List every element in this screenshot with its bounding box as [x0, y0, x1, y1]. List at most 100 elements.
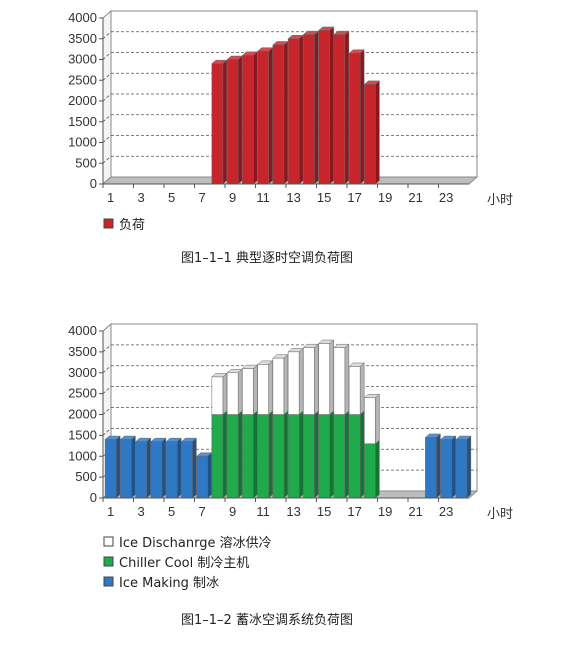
x-tick-label: 23	[439, 504, 453, 519]
bar	[226, 372, 239, 415]
bar-side	[329, 339, 334, 416]
gridline-side	[102, 428, 112, 436]
y-tick-label: 0	[90, 176, 97, 191]
bar-side	[314, 410, 319, 499]
bar	[364, 443, 376, 499]
bar	[364, 84, 376, 185]
bar	[120, 439, 132, 499]
bar-side	[131, 435, 136, 499]
bar-side	[115, 435, 121, 499]
bars	[104, 339, 472, 499]
y-tick-label: 3500	[68, 344, 97, 359]
y-tick-label: 3500	[68, 31, 97, 46]
y-tick-label: 2000	[68, 93, 97, 108]
bar	[348, 414, 361, 499]
bar-side	[222, 59, 228, 185]
bar	[287, 351, 300, 415]
bar-side	[375, 393, 380, 445]
y-tick-label: 4000	[68, 10, 97, 25]
bar	[226, 59, 239, 185]
y-tick-label: 1500	[68, 114, 97, 129]
bars	[211, 26, 381, 185]
bar-side	[344, 343, 350, 416]
x-tick-label: 17	[347, 190, 361, 205]
bar	[242, 55, 254, 185]
bar-side	[222, 372, 228, 416]
bar-side	[314, 343, 319, 416]
x-tick-label: 17	[347, 504, 361, 519]
bar-side	[268, 47, 273, 185]
x-tick-label: 11	[256, 190, 270, 205]
x-axis-label: 小时	[487, 506, 513, 521]
bar-side	[298, 34, 304, 185]
bar	[272, 357, 285, 415]
gridline-side	[102, 135, 112, 143]
gridline-side	[102, 407, 112, 415]
x-tick-label: 9	[229, 504, 236, 519]
bar-side	[329, 410, 334, 499]
legend-label: 负荷	[119, 218, 145, 233]
bar	[196, 456, 208, 499]
bar	[303, 414, 315, 499]
bar	[348, 53, 361, 185]
bar-side	[375, 439, 380, 499]
x-tick-label: 1	[107, 190, 114, 205]
x-tick-label: 1	[107, 504, 114, 519]
legend: Ice Dischanrge 溶冰供冷 Chiller Cool 制冷主机 Ice …	[103, 536, 272, 591]
bar	[318, 414, 330, 499]
bar-side	[283, 410, 289, 499]
bar-side	[222, 410, 228, 499]
bar	[318, 343, 330, 415]
y-tick-label: 1000	[68, 135, 97, 150]
gridline-side	[102, 72, 112, 81]
bar	[364, 397, 376, 444]
legend-label: Ice Making 制冰	[119, 576, 219, 591]
bar	[257, 364, 269, 415]
bar-side	[451, 435, 456, 499]
x-tick-label: 5	[168, 504, 175, 519]
bar-side	[329, 26, 334, 185]
bar	[104, 439, 117, 499]
bar	[287, 38, 300, 185]
y-tick-label: 2000	[68, 407, 97, 422]
gridline-side	[102, 155, 112, 164]
bar-side	[268, 410, 273, 499]
bar-side	[192, 437, 197, 499]
legend-label: Chiller Cool 制冷主机	[119, 556, 249, 571]
bar	[272, 44, 285, 185]
gridline-side	[102, 344, 112, 353]
x-tick-label: 19	[378, 504, 392, 519]
bar	[303, 347, 315, 415]
legend-swatch	[103, 576, 114, 587]
bar-side	[283, 40, 289, 185]
x-tick-label: 13	[286, 504, 300, 519]
x-tick-label: 7	[199, 190, 206, 205]
bar	[425, 437, 437, 499]
bar	[242, 368, 254, 415]
bar	[242, 414, 254, 499]
x-tick-label: 19	[378, 190, 392, 205]
x-tick-label: 3	[138, 504, 145, 519]
y-tick-label: 500	[75, 155, 97, 170]
bar	[150, 441, 163, 499]
chart-caption: 图1–1–1 典型逐时空调负荷图	[181, 251, 353, 266]
bar-side	[253, 51, 258, 185]
x-tick-label: 13	[286, 190, 300, 205]
bar-side	[359, 49, 365, 185]
bar	[455, 439, 468, 499]
bar-side	[359, 410, 365, 499]
x-tick-label: 3	[138, 190, 145, 205]
x-axis-label: 小时	[487, 192, 513, 207]
y-tick-label: 4000	[68, 323, 97, 338]
bar-side	[314, 30, 319, 185]
x-tick-label: 9	[229, 190, 236, 205]
y-tick-label: 3000	[68, 52, 97, 67]
bar-side	[375, 80, 380, 185]
bar	[211, 414, 224, 499]
chart-caption: 图1–1–2 蓄冰空调系统负荷图	[181, 613, 353, 628]
bar	[333, 414, 346, 499]
bar	[333, 34, 346, 185]
legend-swatch	[103, 218, 114, 229]
bar	[211, 376, 224, 415]
